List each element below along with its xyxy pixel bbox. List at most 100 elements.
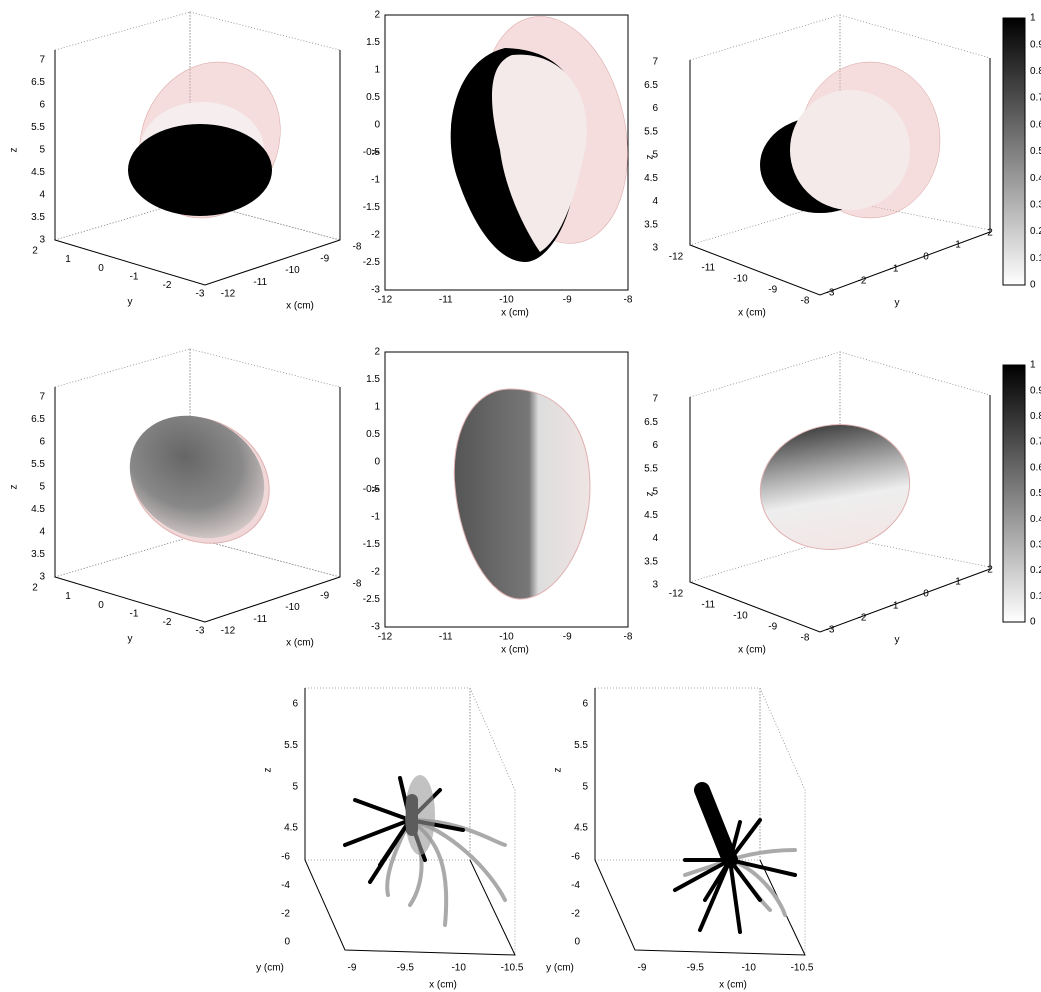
colorbar-tick-label: 0.3	[1030, 540, 1041, 551]
z-tick-label: 6	[652, 103, 658, 114]
colorbar-tick-label: 0.5	[1030, 146, 1041, 157]
colorbar-tick-label: 0.4	[1030, 173, 1041, 184]
y-tick-label: 1	[374, 402, 380, 413]
z-tick-label: 5	[292, 781, 298, 792]
x-tick-label: -10	[733, 274, 748, 285]
axis-label: x (cm)	[286, 638, 314, 649]
figure: 76.565.554.543.53210-1-2-3-12-11-10-9-8z…	[0, 0, 1041, 992]
y-tick-label: -2.5	[363, 594, 381, 605]
y-tick-label: -1	[130, 271, 139, 282]
y-tick-label: 0	[374, 120, 380, 131]
axis-label: y	[895, 635, 900, 646]
colorbar-tick-label: 0.2	[1030, 565, 1041, 576]
x-tick-label: -12	[221, 626, 236, 637]
axis-label: y	[128, 634, 133, 645]
y-tick-label: -1	[130, 608, 139, 619]
x-tick-label: -8	[624, 632, 633, 643]
colorbar-tick-label: 0.1	[1030, 591, 1041, 602]
y-tick-label: -3	[826, 288, 835, 299]
y-tick-label: -2	[571, 908, 580, 919]
y-tick-label: -3	[196, 289, 205, 300]
y-tick-label: -1	[890, 601, 899, 612]
axis-label: x (cm)	[738, 645, 766, 656]
z-tick-label: 4.5	[284, 823, 298, 834]
colorbar-tick-label: 0.3	[1030, 200, 1041, 211]
colorbar-tick-label: 1	[1030, 360, 1036, 371]
z-tick-label: 4.5	[574, 823, 588, 834]
x-tick-label: -12	[669, 252, 684, 263]
axis-label: z	[9, 485, 20, 490]
colorbar-tick-label: 0.4	[1030, 514, 1041, 525]
z-tick-label: 5.5	[31, 122, 45, 133]
x-tick-label: -9	[563, 295, 572, 306]
x-tick-label: -10	[499, 632, 514, 643]
x-tick-label: -9	[563, 632, 572, 643]
y-tick-label: -2	[371, 230, 380, 241]
x-tick-label: -9	[348, 963, 357, 974]
y-tick-label: 0	[284, 937, 290, 948]
x-tick-label: -10	[285, 602, 300, 613]
colorbar-tick-label: 0.2	[1030, 226, 1041, 237]
z-tick-label: 3.5	[31, 212, 45, 223]
colorbar-tick-label: 0.1	[1030, 253, 1041, 264]
z-tick-label: 3.5	[644, 556, 658, 567]
z-tick-label: 6	[39, 437, 45, 448]
z-tick-label: 5.5	[574, 740, 588, 751]
x-tick-label: -11	[439, 295, 453, 306]
colorbar-tick-label: 0.7	[1030, 437, 1041, 448]
z-tick-label: 7	[652, 394, 658, 405]
z-tick-label: 6	[292, 699, 298, 710]
z-tick-label: 4	[652, 196, 658, 207]
y-tick-label: -1.5	[363, 539, 381, 550]
x-tick-label: -9.5	[687, 963, 705, 974]
y-tick-label: 0	[98, 600, 104, 611]
axis-label: x (cm)	[286, 301, 314, 312]
axis-label: z	[645, 492, 656, 497]
x-tick-label: -12	[669, 589, 684, 600]
colorbar-tick-label: 0.9	[1030, 385, 1041, 396]
y-tick-label: 1	[65, 254, 71, 265]
y-tick-label: -2	[163, 280, 172, 291]
x-tick-label: -9	[320, 590, 329, 601]
y-tick-label: 0	[374, 457, 380, 468]
x-tick-label: -10	[499, 295, 514, 306]
z-tick-label: 7	[39, 55, 45, 66]
axis-label: y (cm)	[546, 963, 574, 974]
z-tick-label: 6.5	[644, 417, 658, 428]
y-tick-label: 2	[374, 347, 380, 358]
x-tick-label: -9	[320, 253, 329, 264]
z-tick-label: 3	[652, 580, 658, 591]
axis-label: z	[9, 148, 20, 153]
z-tick-label: 6	[652, 440, 658, 451]
z-tick-label: 4.5	[31, 504, 45, 515]
y-tick-label: -3	[196, 626, 205, 637]
z-tick-label: 4.5	[644, 510, 658, 521]
y-tick-label: -1	[371, 175, 380, 186]
colorbar-tick-label: 0.6	[1030, 462, 1041, 473]
z-tick-label: 7	[39, 392, 45, 403]
axis-label: z	[263, 768, 274, 773]
y-tick-label: -1	[371, 512, 380, 523]
axis-label: x (cm)	[501, 308, 529, 319]
colorbar-tick-label: 0.9	[1030, 39, 1041, 50]
colorbar	[1003, 18, 1025, 285]
z-tick-label: 5	[582, 781, 588, 792]
x-tick-label: -8	[624, 295, 633, 306]
z-tick-label: 5	[39, 145, 45, 156]
z-tick-label: 6.5	[644, 80, 658, 91]
z-tick-label: 6	[39, 100, 45, 111]
axis-label: z	[553, 768, 564, 773]
x-tick-label: -11	[701, 263, 715, 274]
x-tick-label: -9.5	[397, 963, 415, 974]
y-tick-label: 1.5	[366, 37, 380, 48]
y-tick-label: -6	[281, 852, 290, 863]
z-tick-label: 3.5	[644, 219, 658, 230]
x-tick-label: -12	[378, 632, 393, 643]
y-tick-label: -2	[371, 567, 380, 578]
y-tick-label: 1	[65, 591, 71, 602]
y-tick-label: -2	[281, 908, 290, 919]
y-tick-label: 1	[955, 240, 961, 251]
y-tick-label: -2	[163, 617, 172, 628]
y-tick-label: 0	[923, 252, 929, 263]
colorbar-tick-label: 0.8	[1030, 66, 1041, 77]
